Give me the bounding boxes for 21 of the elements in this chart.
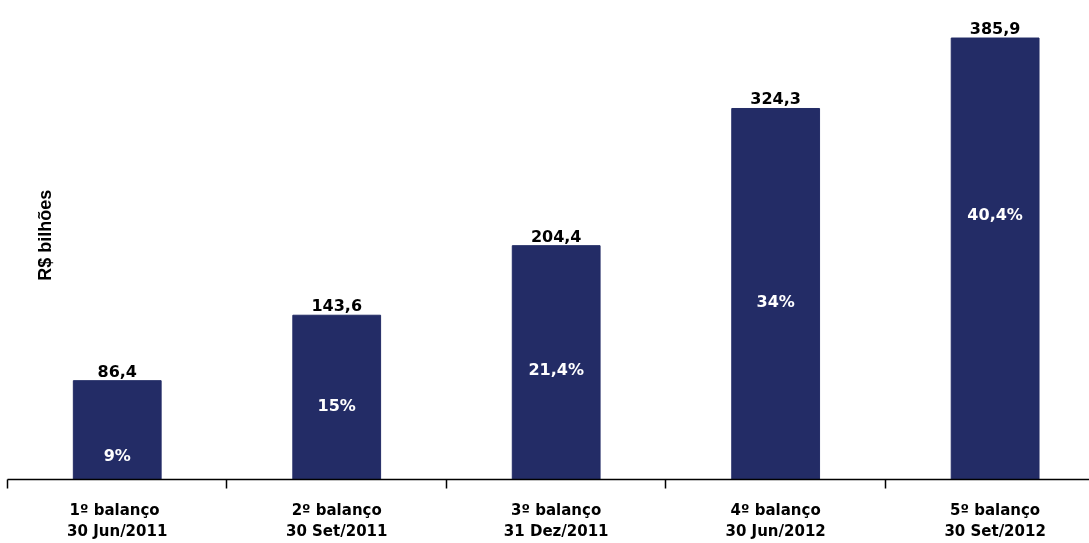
annotation: 34% [756, 291, 795, 311]
data-label: 324,3 [750, 89, 801, 109]
data-label: 86,4 [97, 361, 137, 381]
annotation: 21,4% [528, 360, 584, 380]
bar [511, 245, 601, 480]
data-label: 204,4 [530, 226, 582, 246]
x-tick-label: 2º balanço 30 Set/2011 [285, 500, 388, 541]
data-label: 143,6 [311, 296, 363, 316]
bar [731, 108, 821, 480]
x-tick-label: 3º balanço 31 Dez/2011 [503, 500, 609, 541]
bar [292, 314, 382, 480]
bar [950, 37, 1040, 480]
x-tick-label: 4º balanço 30 Jun/2012 [725, 500, 826, 541]
annotation: 40,4% [967, 205, 1023, 225]
data-label: 385,9 [969, 19, 1021, 39]
x-tick-label: 5º balanço 30 Set/2012 [944, 500, 1046, 541]
bar [72, 380, 162, 480]
x-tick-label: 1º balanço 30 Jun/2011 [67, 500, 168, 541]
annotation: 9% [103, 446, 131, 466]
y-axis-title: R$ bilhões [34, 189, 55, 281]
annotation: 15% [317, 396, 356, 416]
